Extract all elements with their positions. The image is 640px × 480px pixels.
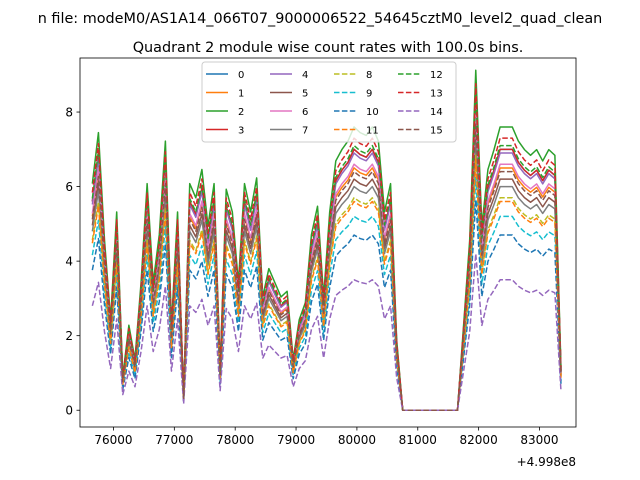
series-group	[91, 69, 562, 411]
figure-suptitle: n file: modeM0/AS1A14_066T07_9000006522_…	[38, 11, 603, 27]
legend-label-6: 6	[302, 107, 308, 118]
x-tick-label: 78000	[216, 433, 254, 447]
y-tick-label: 0	[65, 404, 73, 418]
x-tick-label: 76000	[94, 433, 132, 447]
x-offset-label: +4.998e8	[517, 455, 576, 469]
y-tick-label: 6	[65, 180, 73, 194]
x-tick-label: 79000	[277, 433, 315, 447]
legend-label-15: 15	[430, 126, 443, 137]
plot-frame	[79, 57, 577, 428]
legend-label-11: 11	[366, 126, 379, 137]
legend-label-4: 4	[302, 70, 308, 81]
x-tick-label: 77000	[155, 433, 193, 447]
legend-label-1: 1	[238, 89, 244, 100]
series-line-10	[91, 199, 562, 411]
legend-label-5: 5	[302, 89, 308, 100]
legend-box	[201, 61, 457, 143]
legend-label-14: 14	[430, 107, 443, 118]
legend-label-12: 12	[430, 70, 443, 81]
legend-label-0: 0	[238, 70, 244, 81]
legend-label-10: 10	[366, 107, 379, 118]
legend-label-2: 2	[238, 107, 244, 118]
series-line-13	[91, 82, 562, 411]
y-axis: 0 2 4 6 8	[65, 105, 80, 418]
legend-label-3: 3	[238, 126, 244, 137]
series-line-14	[91, 252, 562, 411]
x-axis: 76000 77000 78000 79000 80000 81000 82000 83000	[94, 427, 559, 447]
y-tick-label: 4	[65, 254, 73, 268]
legend-label-9: 9	[366, 89, 372, 100]
series-line-15	[91, 123, 562, 411]
series-line-9	[91, 176, 562, 411]
x-tick-label: 81000	[399, 433, 437, 447]
legend-label-7: 7	[302, 126, 308, 137]
chart-title: Quadrant 2 module wise count rates with …	[133, 40, 524, 56]
y-tick-label: 2	[65, 329, 73, 343]
legend-label-8: 8	[366, 70, 372, 81]
x-tick-label: 83000	[520, 433, 558, 447]
y-tick-label: 8	[65, 105, 73, 119]
legend-label-13: 13	[430, 89, 443, 100]
x-tick-label: 80000	[338, 433, 376, 447]
x-tick-label: 82000	[460, 433, 498, 447]
